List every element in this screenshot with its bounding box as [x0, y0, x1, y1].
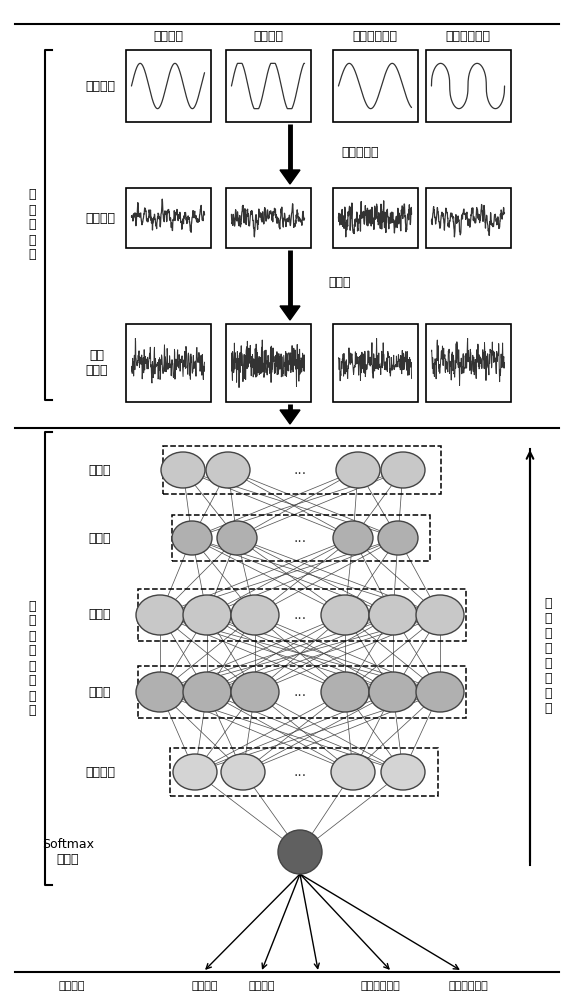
Text: 锋利振动异常: 锋利振动异常 — [448, 981, 488, 991]
Text: 归一化: 归一化 — [329, 276, 351, 290]
Ellipse shape — [231, 672, 279, 712]
Text: 识别结果: 识别结果 — [59, 981, 86, 991]
Bar — [425, 50, 510, 122]
Text: 池化层: 池化层 — [89, 532, 111, 544]
Text: Softmax
分类器: Softmax 分类器 — [42, 838, 94, 866]
Polygon shape — [280, 306, 300, 320]
Text: ...: ... — [293, 531, 307, 545]
Ellipse shape — [183, 672, 231, 712]
Ellipse shape — [416, 595, 464, 635]
Bar — [226, 324, 311, 402]
Polygon shape — [280, 170, 300, 184]
Bar — [126, 188, 211, 248]
Bar — [126, 324, 211, 402]
Text: 急剧磨损: 急剧磨损 — [253, 30, 283, 43]
Text: 正常磨损: 正常磨损 — [153, 30, 183, 43]
Bar — [332, 188, 417, 248]
Text: 误
差
逐
层
反
向
传
播: 误 差 逐 层 反 向 传 播 — [544, 597, 552, 715]
Ellipse shape — [161, 452, 205, 488]
Ellipse shape — [183, 595, 231, 635]
Ellipse shape — [331, 754, 375, 790]
Ellipse shape — [378, 521, 418, 555]
Ellipse shape — [369, 672, 417, 712]
Text: ...: ... — [293, 463, 307, 477]
Ellipse shape — [278, 830, 322, 874]
Text: 急剧磨损: 急剧磨损 — [249, 981, 276, 991]
Text: 正常磨损: 正常磨损 — [192, 981, 218, 991]
Bar — [425, 188, 510, 248]
Ellipse shape — [206, 452, 250, 488]
Text: 数
据
预
处
理: 数 据 预 处 理 — [28, 188, 36, 261]
Text: 卷积层: 卷积层 — [89, 464, 111, 477]
Text: 磨损振动异常: 磨损振动异常 — [352, 30, 398, 43]
Ellipse shape — [416, 672, 464, 712]
Text: 磨损振动异常: 磨损振动异常 — [360, 981, 400, 991]
Bar — [226, 188, 311, 248]
Ellipse shape — [136, 672, 184, 712]
Ellipse shape — [336, 452, 380, 488]
Text: 电流杂波: 电流杂波 — [85, 212, 115, 225]
Text: 原始信号: 原始信号 — [85, 80, 115, 93]
Text: 池化层: 池化层 — [89, 686, 111, 698]
Ellipse shape — [381, 754, 425, 790]
Ellipse shape — [217, 521, 257, 555]
Bar — [172, 515, 430, 561]
Ellipse shape — [172, 521, 212, 555]
Text: 一
维
卷
积
神
经
网
络: 一 维 卷 积 神 经 网 络 — [28, 599, 36, 718]
Bar — [226, 50, 311, 122]
Text: 锋利振动异常: 锋利振动异常 — [445, 30, 491, 43]
Text: ...: ... — [293, 765, 307, 779]
Bar — [332, 324, 417, 402]
Text: ...: ... — [293, 685, 307, 699]
Bar — [332, 50, 417, 122]
Text: ...: ... — [293, 608, 307, 622]
Ellipse shape — [231, 595, 279, 635]
Bar — [138, 589, 466, 641]
Bar — [170, 748, 438, 796]
Text: 杂波
归一化: 杂波 归一化 — [86, 349, 108, 377]
Bar — [425, 324, 510, 402]
Ellipse shape — [321, 672, 369, 712]
Text: 傅里叶拟合: 傅里叶拟合 — [342, 145, 379, 158]
Ellipse shape — [221, 754, 265, 790]
Ellipse shape — [136, 595, 184, 635]
Ellipse shape — [369, 595, 417, 635]
Bar — [126, 50, 211, 122]
Ellipse shape — [173, 754, 217, 790]
Bar — [163, 446, 441, 494]
Ellipse shape — [333, 521, 373, 555]
Bar — [138, 666, 466, 718]
Polygon shape — [280, 410, 300, 424]
Text: 全连接层: 全连接层 — [85, 766, 115, 778]
Ellipse shape — [381, 452, 425, 488]
Text: 卷积层: 卷积层 — [89, 608, 111, 621]
Ellipse shape — [321, 595, 369, 635]
